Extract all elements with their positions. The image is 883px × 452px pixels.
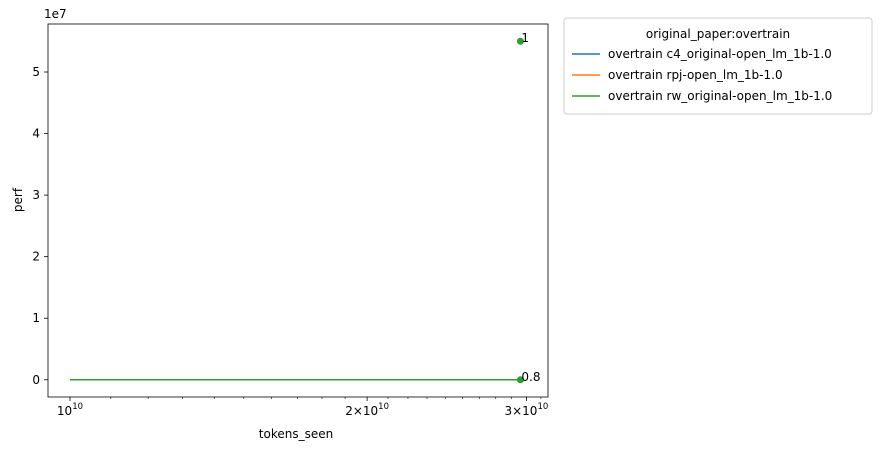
x-tick-label: 3×1010	[504, 402, 548, 418]
point-annotation: 0.8	[521, 370, 540, 384]
y-offset-label: 1e7	[44, 7, 67, 21]
y-tick-label: 5	[32, 65, 40, 79]
legend-entry: overtrain c4_original-open_lm_1b-1.0	[608, 47, 832, 61]
y-tick-label: 0	[32, 373, 40, 387]
plot-area	[47, 23, 549, 398]
y-axis-label: perf	[11, 187, 25, 212]
legend: original_paper:overtrain overtrain c4_or…	[563, 17, 873, 115]
y-tick-label: 2	[32, 250, 40, 264]
x-axis-ticks: 1010 2×1010 3×1010	[57, 397, 548, 418]
legend-entry: overtrain rpj-open_lm_1b-1.0	[608, 68, 783, 82]
data-point	[516, 37, 524, 45]
y-tick-label: 3	[32, 188, 40, 202]
legend-title: original_paper:overtrain	[646, 27, 790, 41]
axes-frame	[47, 23, 549, 398]
point-annotation: 1	[521, 31, 529, 45]
y-tick-label: 4	[32, 127, 40, 141]
x-tick-label: 1010	[57, 402, 83, 418]
x-tick-label: 2×1010	[345, 402, 389, 418]
data-point	[516, 376, 524, 384]
y-axis-ticks: 0 1 2 3 4 5	[32, 65, 48, 387]
point-annotations: 10.8	[521, 31, 540, 384]
y-tick-label: 1	[32, 311, 40, 325]
legend-entry: overtrain rw_original-open_lm_1b-1.0	[608, 89, 832, 103]
data-points	[516, 37, 524, 384]
legend-frame	[563, 17, 873, 115]
x-axis-label: tokens_seen	[259, 427, 333, 441]
